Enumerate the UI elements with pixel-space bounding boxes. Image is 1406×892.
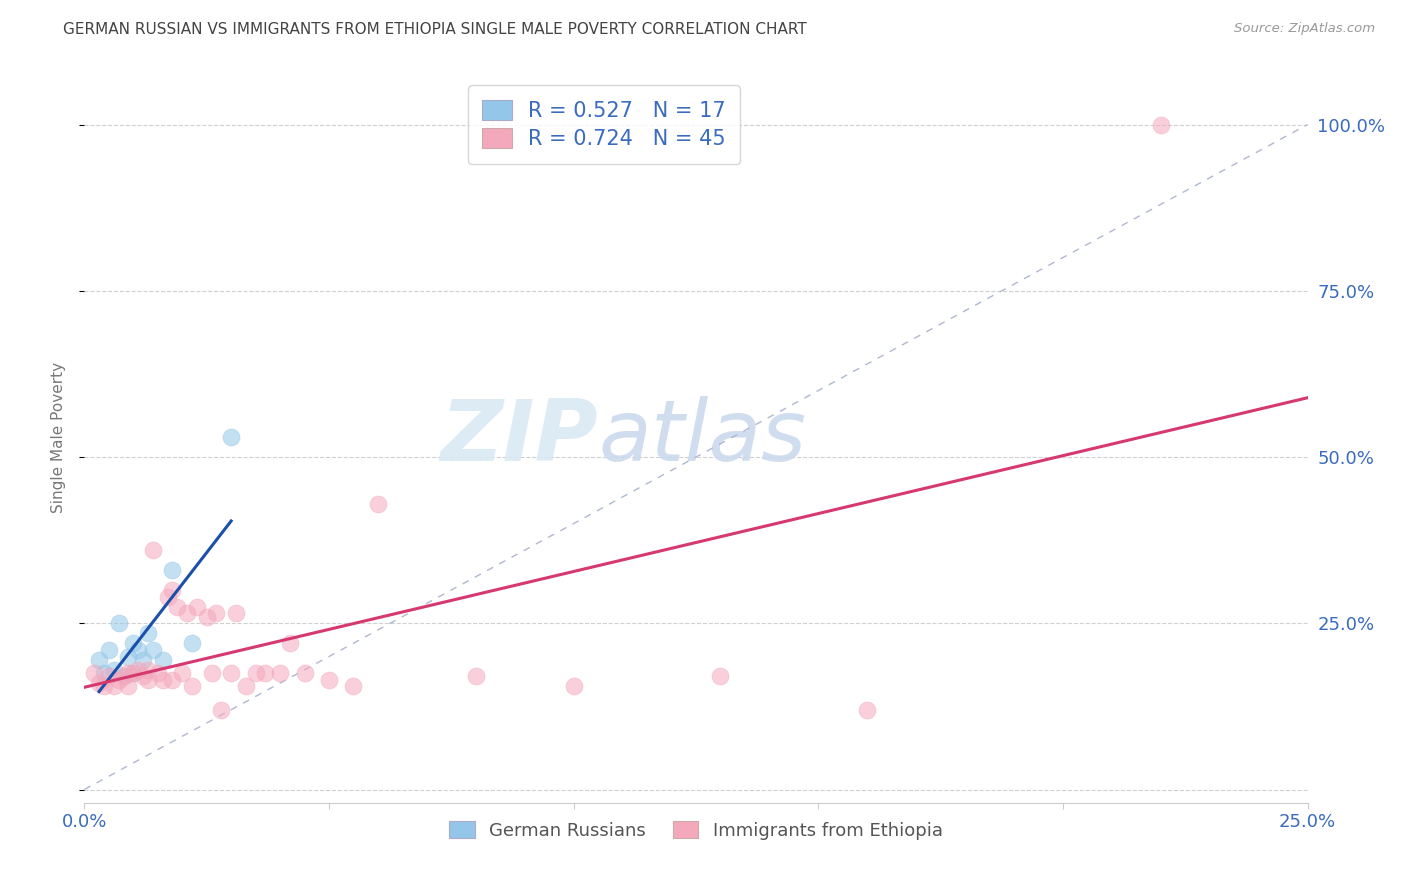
Point bbox=[181, 680, 204, 694]
Point bbox=[172, 666, 194, 681]
Point bbox=[127, 643, 149, 657]
Point bbox=[1150, 118, 1173, 132]
Text: Source: ZipAtlas.com: Source: ZipAtlas.com bbox=[1234, 22, 1375, 36]
Point bbox=[103, 663, 125, 677]
Text: ZIP: ZIP bbox=[440, 395, 598, 479]
Point bbox=[200, 666, 222, 681]
Point bbox=[107, 616, 129, 631]
Point bbox=[142, 543, 165, 558]
Point bbox=[132, 669, 155, 683]
Point bbox=[93, 680, 115, 694]
Point bbox=[209, 703, 232, 717]
Text: atlas: atlas bbox=[598, 395, 806, 479]
Point bbox=[122, 666, 145, 681]
Point bbox=[103, 680, 125, 694]
Point bbox=[97, 669, 120, 683]
Point bbox=[342, 680, 364, 694]
Point bbox=[269, 666, 291, 681]
Point bbox=[176, 607, 198, 621]
Point bbox=[112, 669, 135, 683]
Point bbox=[112, 669, 135, 683]
Point bbox=[107, 673, 129, 687]
Point bbox=[117, 666, 139, 681]
Legend: German Russians, Immigrants from Ethiopia: German Russians, Immigrants from Ethiopi… bbox=[440, 812, 952, 848]
Point bbox=[97, 643, 120, 657]
Point bbox=[856, 703, 879, 717]
Point bbox=[278, 636, 301, 650]
Point bbox=[136, 663, 159, 677]
Point bbox=[127, 663, 149, 677]
Point bbox=[709, 669, 731, 683]
Text: GERMAN RUSSIAN VS IMMIGRANTS FROM ETHIOPIA SINGLE MALE POVERTY CORRELATION CHART: GERMAN RUSSIAN VS IMMIGRANTS FROM ETHIOP… bbox=[63, 22, 807, 37]
Point bbox=[225, 607, 247, 621]
Point bbox=[142, 643, 165, 657]
Point bbox=[181, 636, 204, 650]
Point bbox=[195, 609, 218, 624]
Point bbox=[219, 666, 242, 681]
Point bbox=[152, 653, 174, 667]
Point bbox=[117, 680, 139, 694]
Point bbox=[166, 599, 188, 614]
Point bbox=[254, 666, 277, 681]
Point bbox=[136, 673, 159, 687]
Point bbox=[83, 666, 105, 681]
Point bbox=[122, 666, 145, 681]
Point bbox=[152, 673, 174, 687]
Point bbox=[93, 666, 115, 681]
Point bbox=[87, 676, 110, 690]
Point bbox=[162, 563, 184, 577]
Point bbox=[219, 430, 242, 444]
Point bbox=[156, 590, 179, 604]
Point bbox=[245, 666, 267, 681]
Point bbox=[562, 680, 585, 694]
Point bbox=[87, 653, 110, 667]
Point bbox=[186, 599, 208, 614]
Point bbox=[162, 673, 184, 687]
Point bbox=[367, 497, 389, 511]
Point bbox=[235, 680, 257, 694]
Point bbox=[117, 649, 139, 664]
Point bbox=[318, 673, 340, 687]
Point bbox=[464, 669, 486, 683]
Point bbox=[132, 653, 155, 667]
Point bbox=[162, 582, 184, 597]
Point bbox=[136, 626, 159, 640]
Point bbox=[122, 636, 145, 650]
Y-axis label: Single Male Poverty: Single Male Poverty bbox=[51, 361, 66, 513]
Point bbox=[294, 666, 316, 681]
Point bbox=[146, 666, 169, 681]
Point bbox=[205, 607, 228, 621]
